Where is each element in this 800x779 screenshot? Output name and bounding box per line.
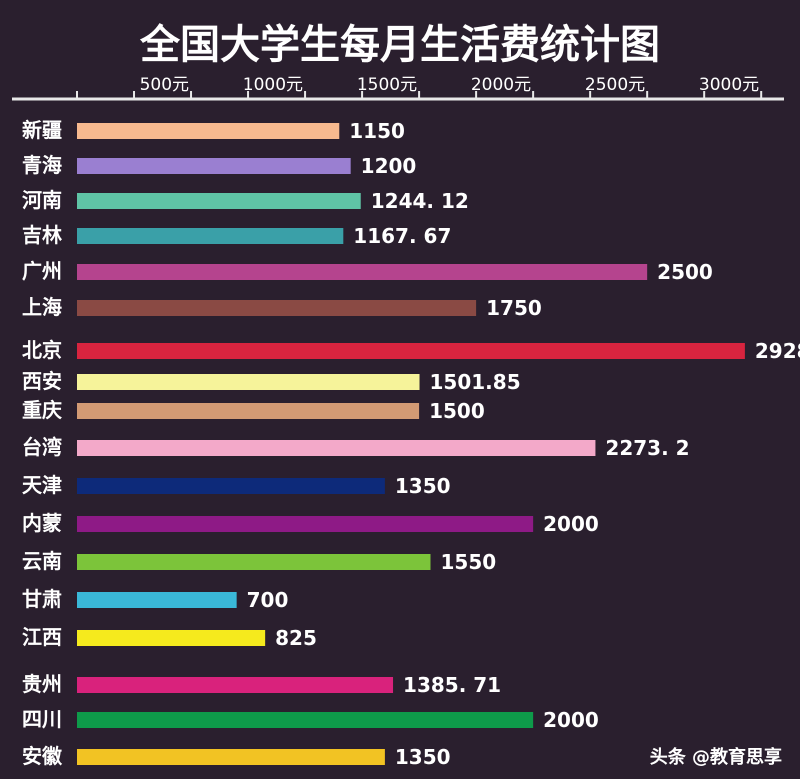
x-tick-label: 500元 [140, 75, 189, 95]
category-label: 上海 [22, 295, 62, 319]
value-label: 1550 [441, 550, 497, 574]
category-label: 青海 [22, 153, 62, 177]
bar [77, 343, 745, 359]
x-tick-label: 1000元 [243, 75, 303, 95]
value-label: 1167. 67 [353, 224, 451, 248]
x-tick-label: 1500元 [357, 75, 417, 95]
category-label: 贵州 [22, 672, 62, 696]
value-label: 2000 [543, 708, 599, 732]
value-label: 1200 [361, 154, 417, 178]
value-label: 2273. 2 [605, 436, 689, 460]
value-label: 1501.85 [430, 370, 521, 394]
value-label: 2500 [657, 260, 713, 284]
category-label: 甘肃 [22, 587, 62, 611]
value-label: 1500 [429, 399, 485, 423]
category-label: 内蒙 [22, 511, 62, 535]
bar [77, 123, 340, 139]
category-label: 重庆 [22, 398, 62, 422]
bar [77, 516, 534, 532]
x-tick-label: 2000元 [471, 75, 531, 95]
category-label: 云南 [22, 549, 62, 573]
value-label: 1750 [486, 296, 542, 320]
bar [77, 374, 420, 390]
category-label: 西安 [22, 369, 62, 393]
category-label: 新疆 [22, 118, 62, 142]
value-label: 1244. 12 [371, 189, 469, 213]
category-label: 天津 [22, 473, 62, 497]
x-axis: 500元 1000元 1500元 2000元 2500元 3000元 [12, 75, 784, 101]
bar [77, 403, 420, 419]
x-tick-label: 3000元 [699, 75, 759, 95]
category-label: 河南 [22, 188, 62, 212]
bar [77, 158, 351, 174]
value-label: 1350 [395, 474, 451, 498]
value-label: 825 [275, 626, 317, 650]
bar [77, 712, 534, 728]
bar [77, 554, 431, 570]
x-tick-label: 2500元 [585, 75, 645, 95]
category-label: 江西 [22, 625, 62, 649]
value-label: 2928. 5 [755, 339, 800, 363]
bar [77, 228, 344, 244]
category-label: 广州 [22, 259, 62, 283]
bar [77, 749, 385, 765]
bar [77, 264, 648, 280]
value-label: 700 [247, 588, 289, 612]
value-label: 1385. 71 [403, 673, 501, 697]
category-label: 吉林 [22, 223, 62, 247]
bar [77, 630, 266, 646]
category-label: 四川 [22, 707, 62, 731]
bar [77, 677, 394, 693]
category-label: 安徽 [22, 744, 63, 768]
bar [77, 193, 361, 209]
bar [77, 440, 596, 456]
category-label: 台湾 [22, 435, 62, 459]
bar [77, 300, 477, 316]
bar [77, 592, 237, 608]
value-label: 1350 [395, 745, 451, 769]
value-label: 2000 [543, 512, 599, 536]
bar-series: 新疆 1150 青海 1200 河南 1244. 12 吉林 1167. 67 广州 2500 上海… [22, 118, 800, 769]
watermark: 头条 @教育思享 [649, 747, 782, 768]
value-label: 1150 [349, 119, 405, 143]
bar [77, 478, 385, 494]
category-label: 北京 [22, 338, 62, 362]
chart-title: 全国大学生每月生活费统计图 [139, 22, 660, 68]
